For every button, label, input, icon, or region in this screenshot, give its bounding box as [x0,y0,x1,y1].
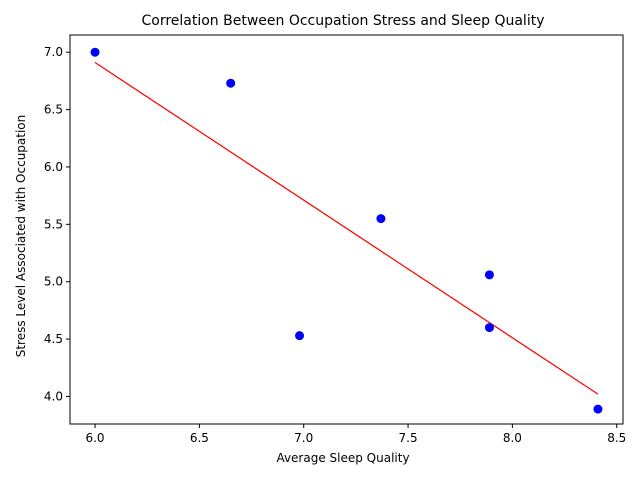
data-point [376,214,386,224]
data-point [226,78,236,88]
trend-line [94,62,599,395]
x-tick-label: 6.0 [85,431,104,445]
data-point [484,323,494,333]
y-tick-label: 5.5 [44,217,63,231]
y-axis-label: Stress Level Associated with Occupation [14,115,28,358]
x-tick-label: 7.5 [399,431,418,445]
x-axis-label: Average Sleep Quality [276,451,409,465]
trend-layer [94,62,599,395]
chart-title: Correlation Between Occupation Stress an… [141,13,544,29]
data-point [593,404,603,414]
data-point [484,270,494,280]
x-tick-label: 8.5 [607,431,626,445]
points-layer [90,47,603,414]
x-tick-label: 7.0 [294,431,313,445]
y-tick-label: 6.0 [44,160,63,174]
y-axis: 4.0 4.5 5.0 5.5 6.0 6.5 7.0 [44,45,70,403]
y-tick-label: 4.0 [44,389,63,403]
data-point [295,331,305,341]
data-point [90,47,100,57]
plot-border [69,34,624,425]
y-tick-label: 5.0 [44,275,63,289]
x-tick-label: 6.5 [190,431,209,445]
y-tick-label: 6.5 [44,103,63,117]
y-tick-label: 7.0 [44,45,63,59]
x-axis: 6.0 6.5 7.0 7.5 8.0 8.5 [85,424,626,445]
plot-frame [69,34,624,425]
x-tick-label: 8.0 [503,431,522,445]
y-tick-label: 4.5 [44,332,63,346]
